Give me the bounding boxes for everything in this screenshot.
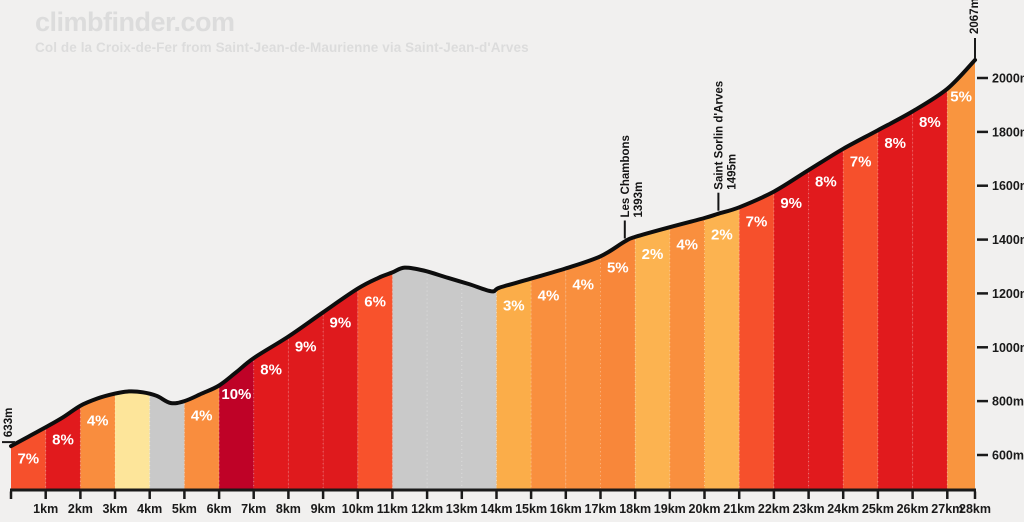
gradient-label: 7% [850, 154, 872, 171]
gradient-label: 2% [642, 246, 664, 263]
annotation-altitude: 1393m [633, 182, 645, 218]
gradient-segments [11, 60, 975, 490]
y-tick-label: 600m [992, 449, 1024, 463]
annotation-saint-sorlin-d-arves: Saint Sorlin d'Arves 1495m [713, 81, 738, 211]
y-tick-label: 1000m [992, 341, 1024, 355]
x-tick-label: 10km [342, 502, 374, 516]
gradient-segment [808, 60, 844, 490]
gradient-segment [877, 60, 913, 490]
gradient-label: 4% [676, 237, 698, 254]
x-tick-label: 20km [689, 502, 721, 516]
x-tick-label: 27km [931, 502, 963, 516]
gradient-label: 5% [950, 88, 972, 105]
gradient-label: 4% [87, 412, 109, 429]
x-tick-label: 8km [276, 502, 301, 516]
gradient-label: 10% [221, 386, 251, 403]
summit-elevation-label: 2067m [969, 0, 981, 34]
x-tick-label: 14km [481, 502, 513, 516]
x-tick-label: 19km [654, 502, 686, 516]
gradient-segment [11, 60, 46, 490]
gradient-label: 4% [538, 288, 560, 305]
x-tick-label: 5km [172, 502, 197, 516]
x-tick-label: 16km [550, 502, 582, 516]
gradient-label: 2% [711, 227, 733, 244]
x-tick-label: 15km [515, 502, 547, 516]
x-tick-label: 9km [311, 502, 336, 516]
x-tick-label: 17km [585, 502, 617, 516]
gradient-segment [739, 60, 774, 490]
header: climbfinder.com Col de la Croix-de-Fer f… [35, 7, 529, 55]
x-tick-label: 6km [207, 502, 232, 516]
x-tick-label: 1km [33, 502, 58, 516]
gradient-label: 4% [191, 408, 213, 425]
start-elevation-label: 633m [3, 408, 15, 437]
x-tick-label: 13km [446, 502, 478, 516]
gradient-segment [531, 60, 566, 490]
y-tick-label: 1600m [992, 179, 1024, 193]
profile-line [9, 58, 977, 449]
x-tick-label: 28km [959, 502, 991, 516]
annotation-name: Les Chambons [620, 135, 632, 217]
y-tick-label: 800m [992, 395, 1024, 409]
x-tick-label: 11km [377, 502, 408, 516]
annotation-altitude: 1495m [726, 154, 738, 190]
x-tick-label: 25km [862, 502, 894, 516]
gradient-segment [357, 60, 393, 490]
x-tick-label: 21km [723, 502, 755, 516]
gradient-segment [288, 60, 324, 490]
x-tick-label: 18km [619, 502, 651, 516]
gradient-segment [669, 60, 705, 490]
gradient-segment [115, 60, 150, 490]
gradient-segment [253, 60, 289, 490]
y-tick-label: 1200m [992, 287, 1024, 301]
gradient-segment [392, 60, 497, 490]
climb-title: Col de la Croix-de-Fer from Saint-Jean-d… [35, 39, 529, 55]
gradient-label: 8% [52, 431, 74, 448]
y-tick-label: 1800m [992, 125, 1024, 139]
gradient-label: 6% [364, 294, 386, 311]
gradient-label: 9% [330, 314, 352, 331]
x-tick-label: 7km [241, 502, 266, 516]
gradient-label: 7% [746, 213, 768, 230]
gradient-segment [496, 60, 532, 490]
gradient-segment [149, 60, 185, 490]
gradient-segment [912, 60, 948, 490]
gradient-label: 7% [17, 451, 39, 468]
gradient-label: 9% [780, 195, 802, 212]
x-tick-label: 12km [411, 502, 443, 516]
gradient-label: 8% [260, 361, 282, 378]
x-tick-label: 3km [102, 502, 127, 516]
annotation-name: Saint Sorlin d'Arves [713, 81, 725, 190]
x-tick-label: 23km [793, 502, 825, 516]
gradient-label: 8% [919, 114, 941, 131]
gradient-label: 8% [815, 174, 837, 191]
gradient-segment [947, 60, 975, 490]
gradient-label: 9% [295, 338, 317, 355]
climbfinder-logo: climbfinder.com [35, 7, 235, 37]
x-tick-label: 26km [897, 502, 929, 516]
x-tick-label: 4km [137, 502, 162, 516]
y-tick-label: 1400m [992, 233, 1024, 247]
annotation-les-chambons: Les Chambons 1393m [620, 135, 645, 239]
gradient-segment [323, 60, 358, 490]
gradient-segment [843, 60, 878, 490]
gradient-label: 4% [572, 276, 594, 293]
gradient-segment [45, 60, 81, 490]
gradient-label: 5% [607, 260, 629, 277]
y-tick-label: 2000m [992, 72, 1024, 86]
gradient-label: 8% [884, 135, 906, 152]
x-tick-label: 24km [827, 502, 859, 516]
gradient-segment [773, 60, 809, 490]
x-tick-label: 2km [68, 502, 93, 516]
gradient-label: 3% [503, 298, 525, 315]
gradient-segment [219, 60, 254, 490]
x-tick-label: 22km [758, 502, 790, 516]
